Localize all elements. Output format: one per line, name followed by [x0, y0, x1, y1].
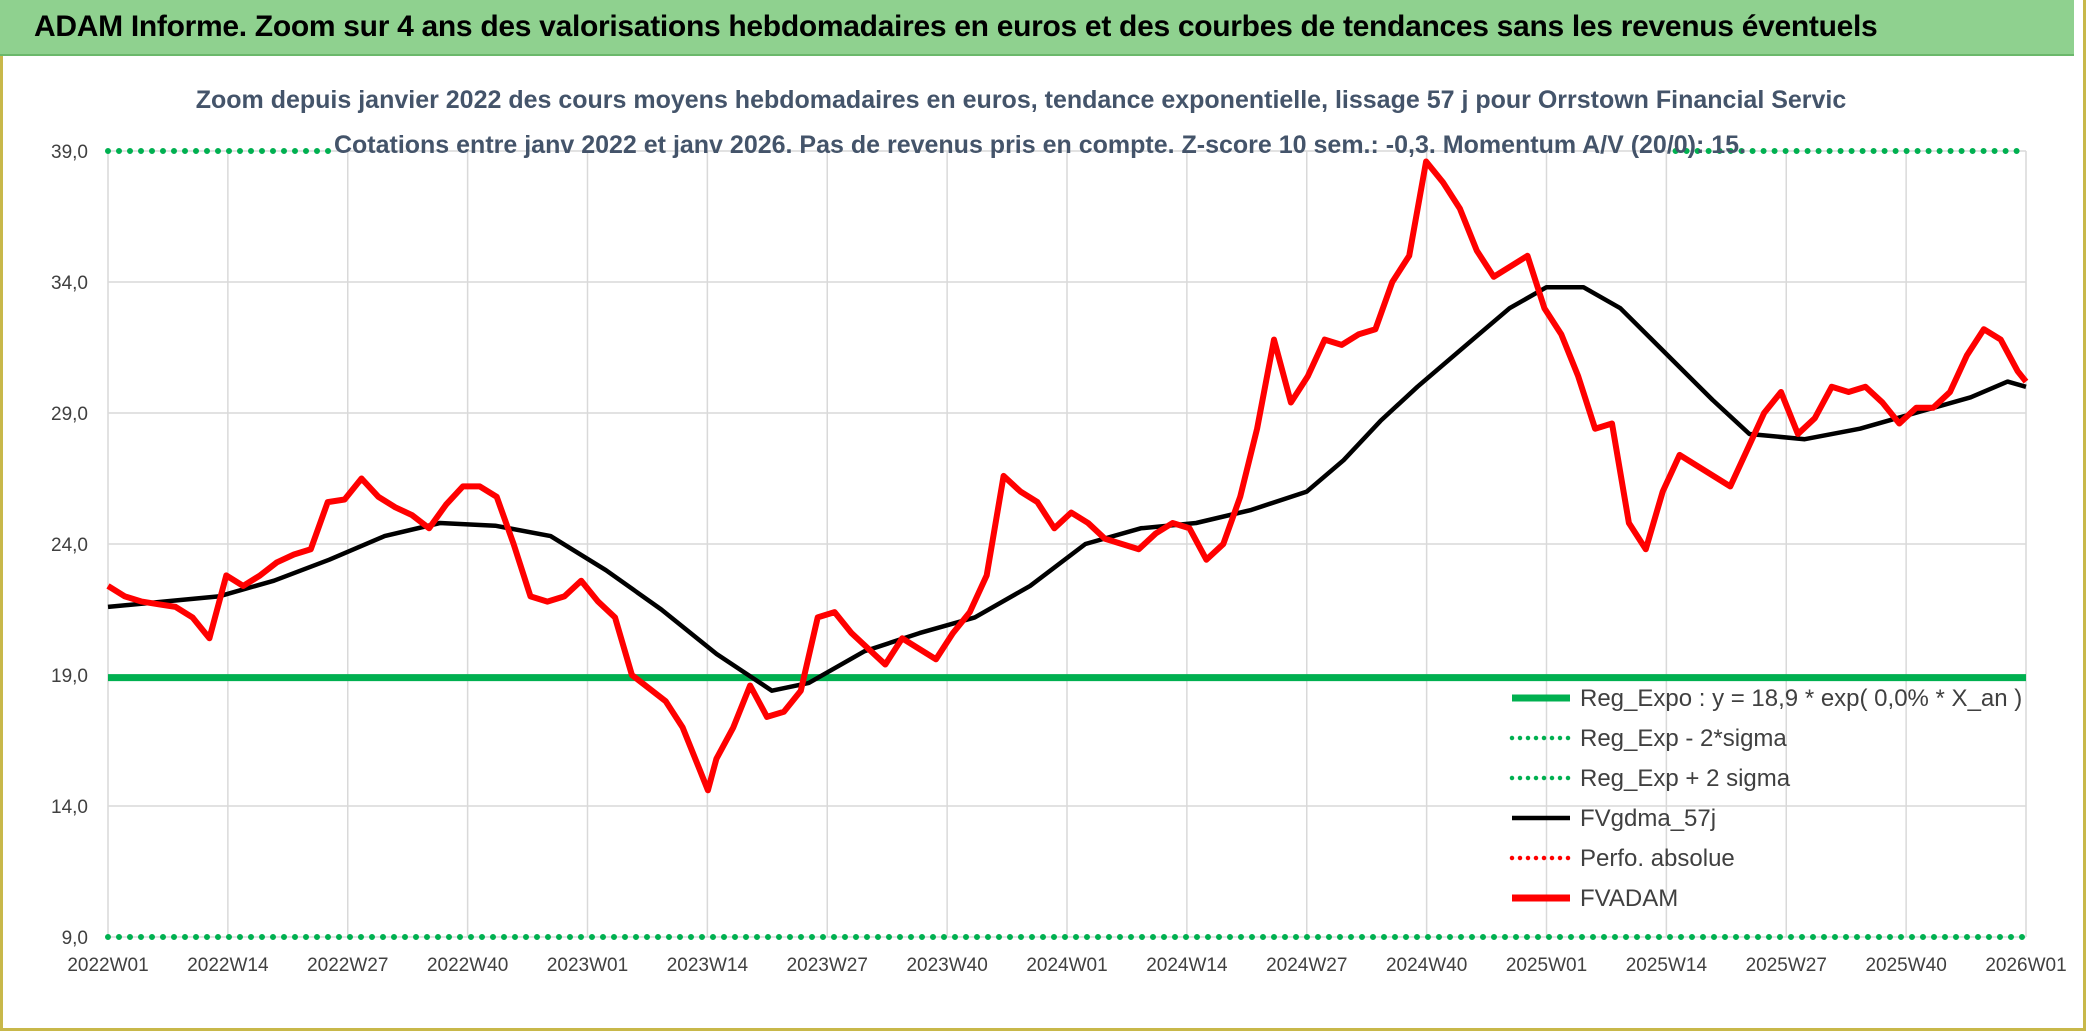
- x-tick-label: 2024W27: [1266, 955, 1347, 976]
- legend-label: FVgdma_57j: [1580, 805, 1716, 832]
- header-title: ADAM Informe. Zoom sur 4 ans des valoris…: [34, 10, 1878, 43]
- x-tick-label: 2024W40: [1386, 955, 1467, 976]
- x-tick-label: 2022W01: [67, 955, 148, 976]
- legend-label: Reg_Exp - 2*sigma: [1580, 725, 1787, 752]
- x-tick-label: 2025W01: [1506, 955, 1587, 976]
- x-tick-label: 2023W40: [906, 955, 987, 976]
- legend-label: Reg_Expo : y = 18,9 * exp( 0,0% * X_an ): [1580, 685, 2022, 712]
- x-tick-label: 2024W14: [1146, 955, 1228, 976]
- trend-chart: 9,0 14,0 19,0 24,0 29,0 34,0 39,0 2022W01 2022W1…: [51, 86, 2067, 976]
- y-tick-label: 39,0: [51, 142, 88, 163]
- y-tick-label: 9,0: [62, 928, 88, 949]
- chart-legend: Reg_Expo : y = 18,9 * exp( 0,0% * X_an )…: [1509, 685, 2022, 912]
- x-tick-label: 2023W27: [787, 955, 868, 976]
- chart-subtitle-line2: Cotations entre janv 2022 et janv 2026. …: [334, 131, 1746, 159]
- x-tick-label: 2023W14: [667, 955, 749, 976]
- x-tick-label: 2025W27: [1746, 955, 1827, 976]
- x-tick-label: 2022W27: [307, 955, 388, 976]
- axis-labels: 9,0 14,0 19,0 24,0 29,0 34,0 39,0 2022W01 2022W1…: [51, 142, 2067, 976]
- y-tick-label: 34,0: [51, 273, 88, 294]
- y-tick-label: 29,0: [51, 404, 88, 425]
- y-tick-label: 24,0: [51, 535, 88, 556]
- chart-subtitle-line1: Zoom depuis janvier 2022 des cours moyen…: [196, 86, 1847, 114]
- x-tick-label: 2025W40: [1865, 955, 1946, 976]
- series-lines: [106, 158, 2029, 794]
- y-tick-label: 19,0: [51, 666, 88, 687]
- fvadam-line: [106, 158, 2029, 794]
- x-tick-label: 2024W01: [1026, 955, 1107, 976]
- legend-label: Reg_Exp + 2 sigma: [1580, 765, 1791, 792]
- legend-label: FVADAM: [1580, 885, 1678, 912]
- x-tick-label: 2022W14: [187, 955, 269, 976]
- header-banner: ADAM Informe. Zoom sur 4 ans des valoris…: [0, 0, 2074, 56]
- x-tick-label: 2026W01: [1985, 955, 2066, 976]
- x-tick-label: 2022W40: [427, 955, 508, 976]
- x-tick-label: 2023W01: [547, 955, 628, 976]
- reference-lines: [105, 148, 2029, 940]
- x-tick-label: 2025W14: [1626, 955, 1708, 976]
- grid-lines: [107, 150, 2027, 938]
- legend-label: Perfo. absolue: [1580, 845, 1735, 872]
- y-tick-label: 14,0: [51, 797, 88, 818]
